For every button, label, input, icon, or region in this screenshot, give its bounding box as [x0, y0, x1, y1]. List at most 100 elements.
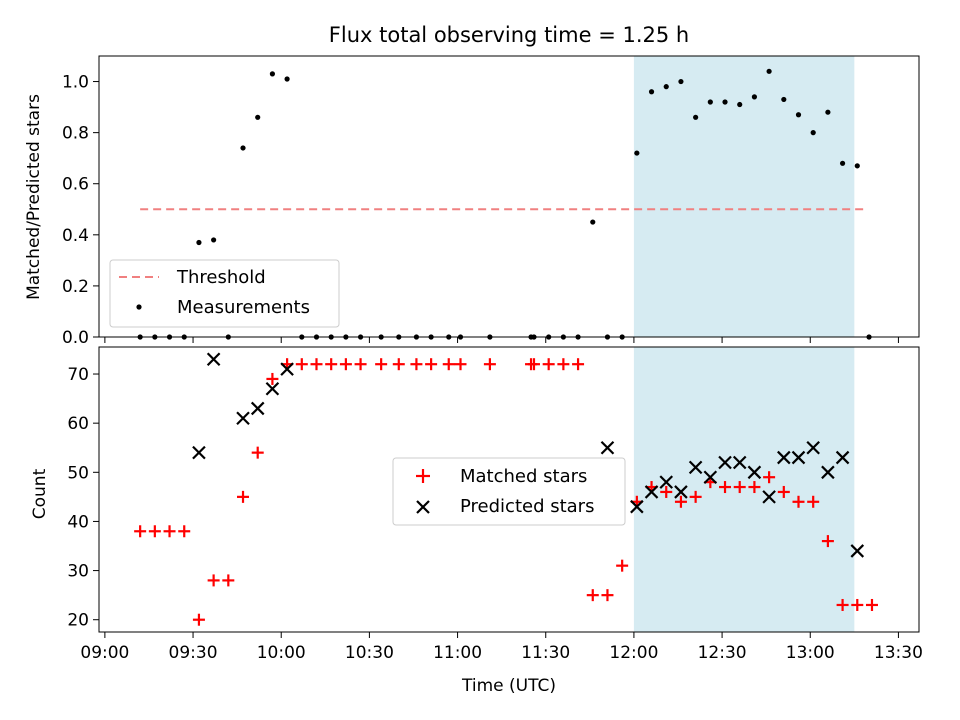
bottom-legend-box [392, 457, 626, 526]
top-y-tick-label: 0.8 [62, 124, 89, 144]
top-y-tick-label: 0.2 [62, 277, 89, 297]
predicted-star-point [835, 450, 850, 465]
top-x-axis-ticks [104, 337, 899, 343]
legend-measurements-swatch [136, 304, 142, 310]
matched-star-point [178, 525, 191, 538]
measurement-point [211, 237, 217, 243]
matched-star-point [792, 495, 805, 508]
predicted-star-point [644, 485, 659, 499]
bottom-y-axis-label: Count [30, 468, 50, 519]
x-tick-label: 10:00 [257, 643, 306, 663]
matched-star-point [527, 358, 540, 371]
matched-star-point [375, 358, 388, 371]
top-y-axis: 0.0 0.2 0.4 0.6 0.8 1.0 [62, 73, 99, 348]
measurement-point [766, 68, 772, 74]
legend-threshold-label: Threshold [176, 267, 266, 288]
predicted-star-point [806, 440, 820, 455]
legend-measurements-label: Measurements [177, 297, 310, 318]
matched-star-point [748, 481, 761, 494]
measurement-point [737, 101, 743, 108]
measurement-point [590, 219, 596, 225]
bottom-legend: Matched stars Predicted stars [392, 457, 626, 526]
predicted-star-point [206, 352, 221, 367]
matched-star-point [689, 490, 702, 503]
x-axis-label: Time (UTC) [461, 676, 556, 696]
matched-star-point [454, 358, 467, 371]
matched-star-point [601, 589, 614, 602]
measurement-point [255, 114, 261, 120]
predicted-star-point [236, 411, 250, 426]
measurement-point [240, 145, 246, 151]
measurement-point [781, 96, 787, 103]
measurement-point [795, 112, 802, 118]
measurement-point [810, 130, 816, 136]
predicted-star-point [630, 499, 644, 514]
measurement-point [825, 109, 831, 115]
measurement-point [269, 71, 276, 77]
measurement-point [196, 239, 202, 246]
chart-title: Flux total observing time = 1.25 h [329, 23, 689, 47]
measurement-point [751, 94, 758, 100]
predicted-stars-series [192, 352, 865, 558]
matched-star-point [616, 559, 629, 572]
top-y-tick-label: 0.6 [62, 175, 89, 195]
matched-star-point [192, 613, 205, 626]
predicted-star-point [688, 460, 703, 475]
predicted-star-point [732, 455, 747, 470]
predicted-star-point [250, 401, 265, 416]
measurement-point [839, 160, 846, 166]
measurement-point [854, 163, 860, 169]
predicted-star-point [718, 455, 732, 470]
x-tick-label: 09:00 [80, 643, 129, 663]
top-shaded-region [633, 56, 855, 337]
top-y-tick-label: 1.0 [62, 73, 89, 93]
matched-star-point [865, 598, 878, 611]
matched-star-point [851, 598, 864, 611]
predicted-star-point [192, 445, 206, 460]
matched-star-point [410, 358, 423, 371]
bottom-y-tick-label: 20 [67, 611, 89, 631]
matched-star-point [572, 358, 585, 371]
bottom-y-tick-label: 60 [67, 414, 89, 434]
x-tick-label: 11:00 [433, 643, 482, 663]
matched-star-point [148, 525, 161, 538]
matched-star-point [586, 589, 599, 602]
bottom-y-axis: 20 30 40 50 60 70 [67, 365, 99, 631]
predicted-star-point [747, 465, 762, 480]
matched-star-point [821, 535, 834, 548]
bottom-panel: 20 30 40 50 60 70 09:00 09:30 10:00 10:30 11:00 11… [30, 346, 923, 696]
matched-star-point [807, 495, 820, 508]
matched-star-point [733, 481, 746, 494]
measurement-point [678, 78, 684, 85]
matched-star-point [251, 446, 264, 459]
measurement-point [722, 99, 728, 105]
measurement-point [284, 76, 290, 82]
top-plot-frame [98, 55, 920, 338]
matched-stars-series [134, 358, 878, 626]
matched-star-point [542, 358, 555, 371]
predicted-star-point [703, 470, 718, 484]
matched-star-point [763, 471, 776, 484]
measurement-point [634, 150, 640, 156]
bottom-shaded-region [633, 347, 855, 632]
matched-star-point [719, 481, 732, 494]
matched-star-point [392, 358, 405, 371]
top-y-tick-label: 0.4 [62, 226, 89, 246]
x-tick-label: 13:00 [786, 643, 835, 663]
predicted-star-point [821, 465, 835, 480]
measurement-point [693, 114, 699, 120]
predicted-star-point [600, 440, 615, 455]
legend-predicted-label: Predicted stars [460, 496, 594, 517]
bottom-y-tick-label: 50 [67, 463, 89, 483]
top-panel: 0.0 0.2 0.4 0.6 0.8 1.0 Matched/Predicted sta… [24, 55, 920, 348]
bottom-plot-frame [98, 346, 920, 633]
bottom-y-tick-label: 70 [67, 365, 89, 385]
matched-star-point [266, 372, 279, 385]
top-y-tick-label: 0.0 [62, 328, 89, 348]
legend-predicted-swatch [416, 500, 430, 514]
top-legend: Threshold Measurements [109, 259, 340, 328]
x-tick-label: 12:00 [609, 643, 658, 663]
measurement-point [663, 84, 669, 90]
matched-star-point [237, 490, 250, 503]
matched-star-point [836, 598, 849, 611]
